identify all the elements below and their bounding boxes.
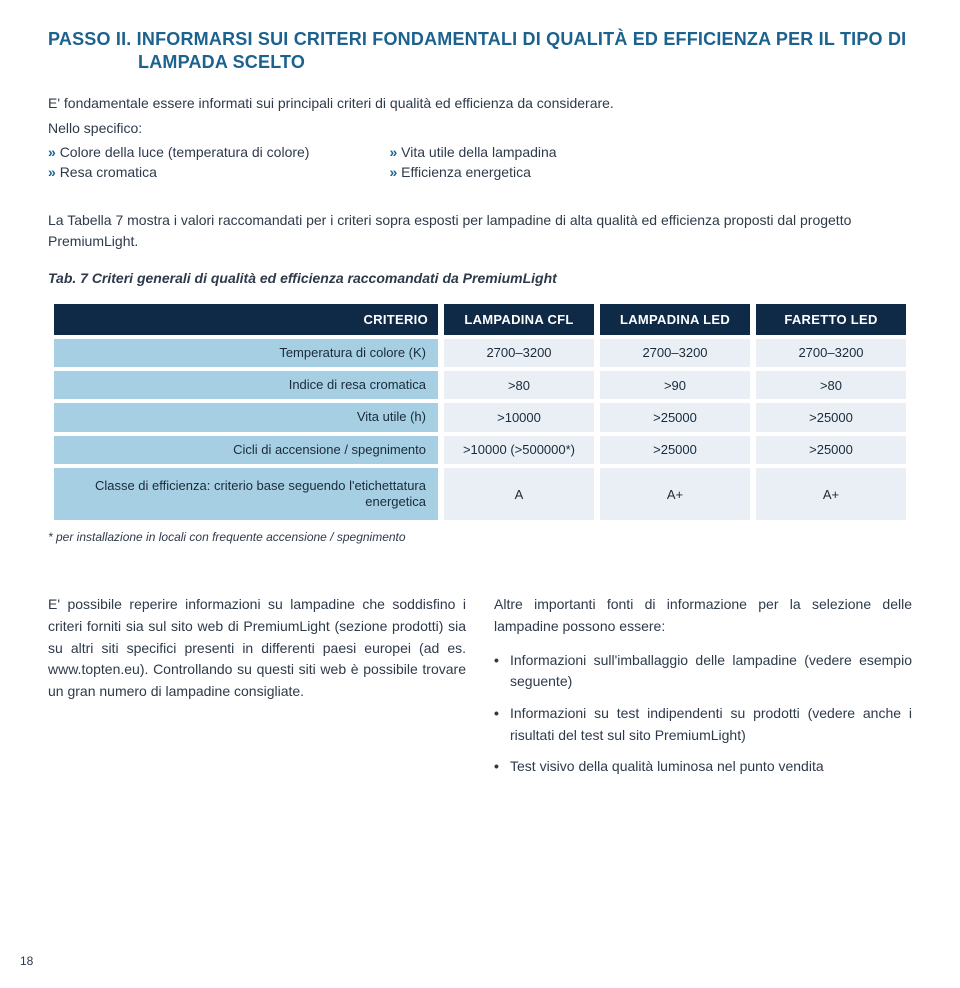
list-item: Test visivo della qualità luminosa nel p… xyxy=(494,756,912,778)
bullet-col-left: Colore della luce (temperatura di colore… xyxy=(48,144,309,180)
cell: A+ xyxy=(756,468,906,521)
right-column: Altre importanti fonti di informazione p… xyxy=(494,594,912,788)
col-header: LAMPADINA LED xyxy=(600,304,750,335)
right-column-intro: Altre importanti fonti di informazione p… xyxy=(494,594,912,637)
page-number: 18 xyxy=(20,954,33,968)
bullet-item: Resa cromatica xyxy=(48,164,309,180)
left-column-text: E' possibile reperire informazioni su la… xyxy=(48,594,466,702)
col-header: CRITERIO xyxy=(54,304,438,335)
bullet-item: Colore della luce (temperatura di colore… xyxy=(48,144,309,160)
criteria-bullets: Colore della luce (temperatura di colore… xyxy=(48,144,912,180)
table-row: Cicli di accensione / spegnimento >10000… xyxy=(54,436,906,464)
table-row: Classe di efficienza: criterio base segu… xyxy=(54,468,906,521)
table-row: Temperatura di colore (K) 2700–3200 2700… xyxy=(54,339,906,367)
cell: >10000 xyxy=(444,403,594,431)
col-header: FARETTO LED xyxy=(756,304,906,335)
row-label: Indice di resa cromatica xyxy=(54,371,438,399)
info-sources-list: Informazioni sull'imballaggio delle lamp… xyxy=(494,650,912,778)
row-label: Vita utile (h) xyxy=(54,403,438,431)
cell: >25000 xyxy=(600,436,750,464)
cell: >80 xyxy=(444,371,594,399)
table-row: Vita utile (h) >10000 >25000 >25000 xyxy=(54,403,906,431)
row-label: Classe di efficienza: criterio base segu… xyxy=(54,468,438,521)
nello-specifico: Nello specifico: xyxy=(48,120,912,136)
section-heading: PASSO II. INFORMARSI SUI CRITERI FONDAME… xyxy=(48,28,912,75)
cell: >80 xyxy=(756,371,906,399)
row-label: Temperatura di colore (K) xyxy=(54,339,438,367)
cell: 2700–3200 xyxy=(444,339,594,367)
table-header-row: CRITERIO LAMPADINA CFL LAMPADINA LED FAR… xyxy=(54,304,906,335)
bullet-col-right: Vita utile della lampadina Efficienza en… xyxy=(389,144,556,180)
table-caption: Tab. 7 Criteri generali di qualità ed ef… xyxy=(48,270,912,286)
table-footnote: * per installazione in locali con freque… xyxy=(48,530,912,544)
col-header: LAMPADINA CFL xyxy=(444,304,594,335)
criteria-table: CRITERIO LAMPADINA CFL LAMPADINA LED FAR… xyxy=(48,300,912,525)
cell: >25000 xyxy=(600,403,750,431)
list-item: Informazioni su test indipendenti su pro… xyxy=(494,703,912,746)
heading-line2: LAMPADA SCELTO xyxy=(48,51,912,74)
cell: A+ xyxy=(600,468,750,521)
bullet-item: Vita utile della lampadina xyxy=(389,144,556,160)
table-intro-paragraph: La Tabella 7 mostra i valori raccomandat… xyxy=(48,210,912,252)
cell: 2700–3200 xyxy=(600,339,750,367)
cell: >25000 xyxy=(756,436,906,464)
row-label: Cicli di accensione / spegnimento xyxy=(54,436,438,464)
cell: 2700–3200 xyxy=(756,339,906,367)
left-column: E' possibile reperire informazioni su la… xyxy=(48,594,466,788)
cell: A xyxy=(444,468,594,521)
bullet-item: Efficienza energetica xyxy=(389,164,556,180)
cell: >90 xyxy=(600,371,750,399)
info-columns: E' possibile reperire informazioni su la… xyxy=(48,594,912,788)
table-row: Indice di resa cromatica >80 >90 >80 xyxy=(54,371,906,399)
intro-text: E' fondamentale essere informati sui pri… xyxy=(48,93,912,114)
heading-line1: PASSO II. INFORMARSI SUI CRITERI FONDAME… xyxy=(48,29,906,49)
cell: >10000 (>500000*) xyxy=(444,436,594,464)
cell: >25000 xyxy=(756,403,906,431)
list-item: Informazioni sull'imballaggio delle lamp… xyxy=(494,650,912,693)
